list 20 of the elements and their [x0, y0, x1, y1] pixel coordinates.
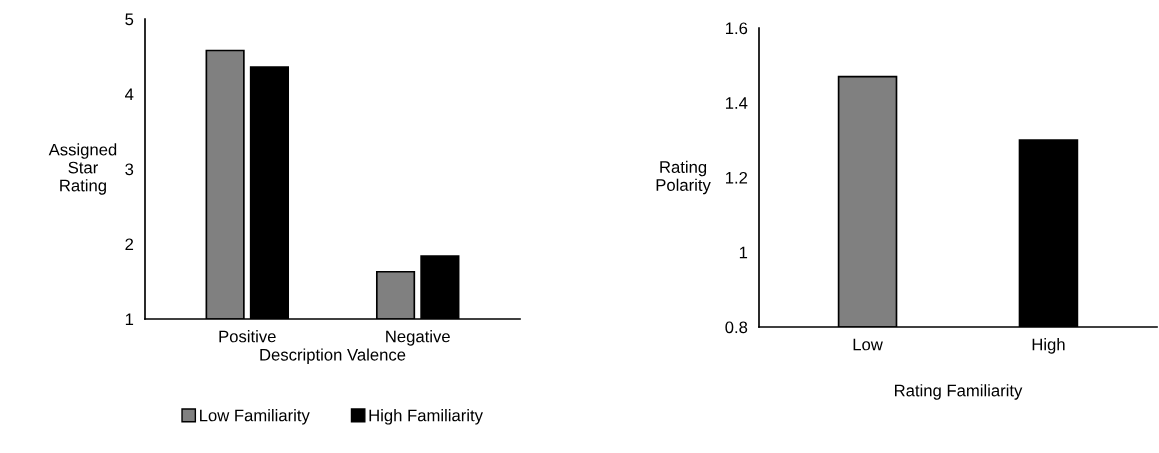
- x-tick-label: High: [1032, 338, 1065, 354]
- legend-label: High Familiarity: [369, 409, 483, 425]
- x-tick-label: Positive: [219, 330, 276, 343]
- x-tick-label: Low: [853, 338, 883, 351]
- y-tick-label: 1.4: [725, 97, 748, 109]
- y-axis-title: Rating Polarity: [656, 160, 711, 195]
- x-tick-label: Negative: [386, 330, 450, 346]
- y-axis-title: Assigned Star Rating: [48, 143, 117, 195]
- y-tick-label: 1.6: [725, 22, 748, 35]
- y-tick-label: 0.8: [725, 321, 748, 334]
- y-tick-label: 3: [125, 163, 134, 176]
- y-tick-label: 1: [739, 246, 748, 259]
- legend-label: Low Familiarity: [200, 409, 310, 425]
- x-axis-title: Rating Familiarity: [895, 384, 1023, 400]
- y-tick-label: 2: [125, 238, 134, 251]
- y-tick-label: 1: [125, 313, 134, 326]
- y-tick-label: 1.2: [725, 171, 748, 184]
- x-axis-title: Description Valence: [260, 348, 406, 364]
- y-tick-label: 4: [125, 88, 134, 101]
- y-tick-label: 5: [125, 13, 134, 26]
